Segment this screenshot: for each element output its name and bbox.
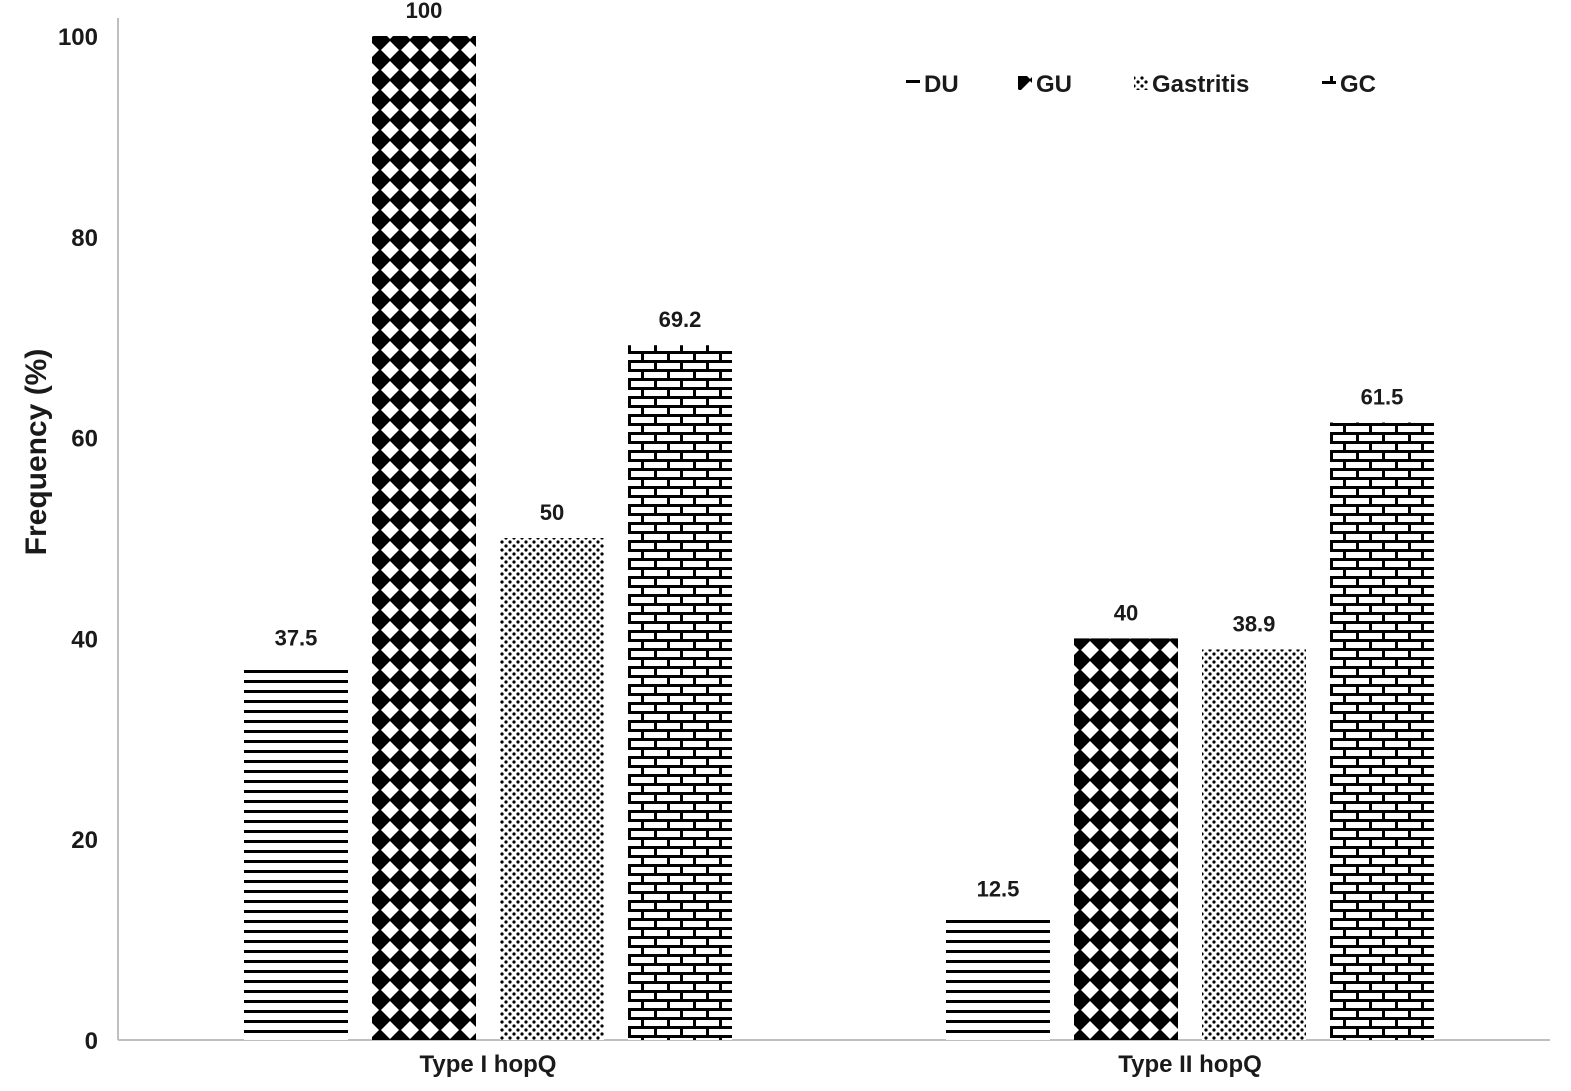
y-tick-label-100: 100 xyxy=(58,24,98,51)
category-label-type-i-hopq: Type I hopQ xyxy=(420,1051,557,1078)
y-tick-labels: 0 20 40 60 80 100 xyxy=(58,24,98,1055)
legend-label-gc: GC xyxy=(1340,71,1376,98)
value-label-du-type-i-hopq: 37.5 xyxy=(275,626,318,651)
legend-swatch-du xyxy=(906,76,920,90)
value-label-gu-type-i-hopq: 100 xyxy=(406,0,443,23)
value-label-gc-type-ii-hopq: 61.5 xyxy=(1361,385,1404,410)
legend-swatch-gastritis xyxy=(1134,76,1148,90)
bar-gastritis-type-ii-hopq xyxy=(1202,649,1306,1040)
value-label-gu-type-ii-hopq: 40 xyxy=(1114,600,1138,625)
y-tick-label-40: 40 xyxy=(71,626,98,653)
value-label-gc-type-i-hopq: 69.2 xyxy=(659,307,702,332)
value-label-gastritis-type-ii-hopq: 38.9 xyxy=(1233,611,1276,636)
value-labels-group: 37.5 100 50 69.2 12.5 40 38.9 61.5 xyxy=(275,0,1404,902)
legend-swatch-gc xyxy=(1322,76,1336,90)
category-labels-group: Type I hopQ Type II hopQ xyxy=(420,1051,1262,1078)
legend-label-du: DU xyxy=(924,71,959,98)
y-axis-title: Frequency (%) xyxy=(20,349,53,556)
bar-du-type-ii-hopq xyxy=(946,914,1050,1040)
bar-gc-type-i-hopq xyxy=(628,345,732,1040)
bar-gu-type-ii-hopq xyxy=(1074,638,1178,1040)
category-label-type-ii-hopq: Type II hopQ xyxy=(1118,1051,1262,1078)
bar-gastritis-type-i-hopq xyxy=(500,538,604,1040)
y-tick-label-0: 0 xyxy=(85,1028,98,1055)
legend: DU GU Gastritis GC xyxy=(906,71,1376,98)
legend-swatch-gu xyxy=(1018,76,1032,90)
bar-gc-type-ii-hopq xyxy=(1330,422,1434,1040)
bars-group xyxy=(244,36,1434,1040)
bar-gu-type-i-hopq xyxy=(372,36,476,1040)
value-label-du-type-ii-hopq: 12.5 xyxy=(977,877,1020,902)
y-tick-label-20: 20 xyxy=(71,827,98,854)
value-label-gastritis-type-i-hopq: 50 xyxy=(540,500,564,525)
bar-du-type-i-hopq xyxy=(244,663,348,1040)
legend-label-gastritis: Gastritis xyxy=(1152,71,1249,98)
y-tick-label-60: 60 xyxy=(71,426,98,453)
legend-label-gu: GU xyxy=(1036,71,1072,98)
y-tick-label-80: 80 xyxy=(71,225,98,252)
